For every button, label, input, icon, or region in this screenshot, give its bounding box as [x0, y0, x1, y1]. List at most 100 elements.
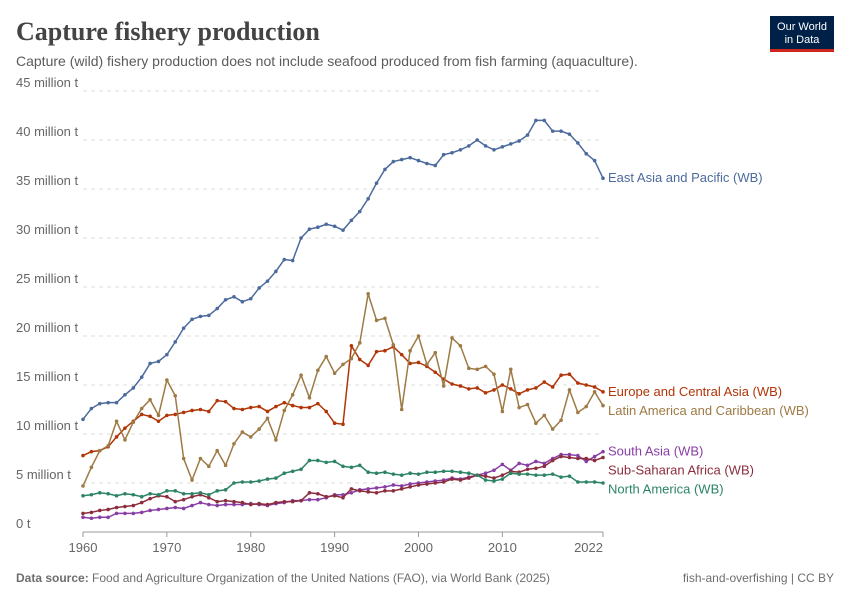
point	[450, 382, 454, 386]
point	[131, 511, 136, 516]
y-tick-label: 0 t	[16, 516, 31, 531]
point	[525, 133, 530, 137]
point	[81, 515, 85, 520]
point	[131, 503, 136, 508]
point	[181, 491, 186, 496]
point	[425, 482, 429, 486]
point	[483, 471, 488, 476]
point	[123, 438, 127, 442]
point	[467, 387, 471, 391]
point	[349, 465, 354, 470]
point	[483, 474, 488, 478]
x-tick-label: 2022	[574, 540, 603, 555]
logo[interactable]: Our World in Data	[770, 16, 834, 52]
point	[106, 443, 110, 448]
point	[441, 480, 446, 484]
point	[114, 419, 119, 424]
point	[542, 380, 547, 384]
point	[416, 360, 421, 365]
point	[265, 477, 270, 481]
point	[500, 473, 505, 477]
point	[215, 489, 219, 493]
point	[265, 409, 270, 414]
series	[81, 118, 605, 422]
point	[148, 491, 152, 496]
point	[290, 469, 295, 474]
point	[215, 499, 219, 504]
point	[148, 397, 152, 402]
point	[139, 406, 144, 411]
point	[223, 463, 228, 468]
point	[97, 508, 102, 513]
point	[232, 295, 236, 299]
point	[349, 491, 354, 495]
point	[433, 470, 438, 475]
line	[82, 293, 604, 487]
point	[341, 362, 345, 367]
point	[89, 406, 94, 411]
footer-credit[interactable]: fish-and-overfishing | CC BY	[683, 571, 834, 585]
point	[483, 391, 488, 395]
point	[383, 489, 387, 493]
point	[307, 227, 312, 231]
point	[131, 386, 136, 390]
point	[274, 404, 278, 409]
point	[534, 421, 538, 426]
point	[114, 511, 119, 516]
point	[592, 158, 597, 163]
point	[416, 472, 421, 476]
point	[274, 438, 278, 442]
point	[114, 435, 119, 439]
point	[181, 456, 186, 461]
y-tick-label: 30 million t	[16, 222, 79, 237]
chart-subtitle: Capture (wild) fishery production does n…	[16, 53, 638, 69]
point	[299, 236, 303, 240]
point	[97, 491, 102, 495]
point	[525, 402, 530, 407]
point	[567, 372, 572, 377]
line	[82, 343, 604, 457]
point	[399, 157, 404, 162]
point	[106, 515, 110, 520]
point	[534, 473, 538, 477]
point	[500, 409, 505, 414]
point	[307, 405, 312, 410]
legend-label: Sub-Saharan Africa (WB)	[608, 463, 754, 478]
point	[467, 471, 471, 476]
point	[525, 388, 530, 392]
source-label: Data source:	[16, 571, 89, 585]
point	[508, 142, 513, 146]
y-tick-label: 35 million t	[16, 173, 79, 188]
point	[139, 500, 144, 505]
point	[232, 499, 236, 504]
point	[399, 407, 404, 412]
point	[173, 505, 178, 510]
series	[81, 458, 605, 499]
y-tick-label: 45 million t	[16, 75, 79, 90]
point	[89, 510, 94, 515]
point	[207, 495, 211, 500]
point	[81, 484, 85, 488]
point	[492, 388, 496, 392]
point	[492, 372, 496, 377]
point	[165, 378, 169, 382]
point	[383, 485, 387, 489]
point	[215, 503, 219, 508]
point	[106, 400, 110, 405]
point	[215, 398, 219, 403]
line	[82, 119, 604, 420]
point	[408, 482, 412, 486]
point	[123, 426, 127, 430]
point	[483, 478, 488, 482]
point	[467, 144, 471, 148]
point	[156, 359, 161, 364]
point	[441, 152, 446, 157]
point	[458, 478, 463, 482]
point	[601, 449, 605, 454]
point	[567, 455, 572, 460]
point	[584, 459, 589, 464]
point	[240, 407, 245, 412]
point	[332, 459, 337, 464]
point	[341, 228, 345, 232]
point	[198, 407, 203, 412]
